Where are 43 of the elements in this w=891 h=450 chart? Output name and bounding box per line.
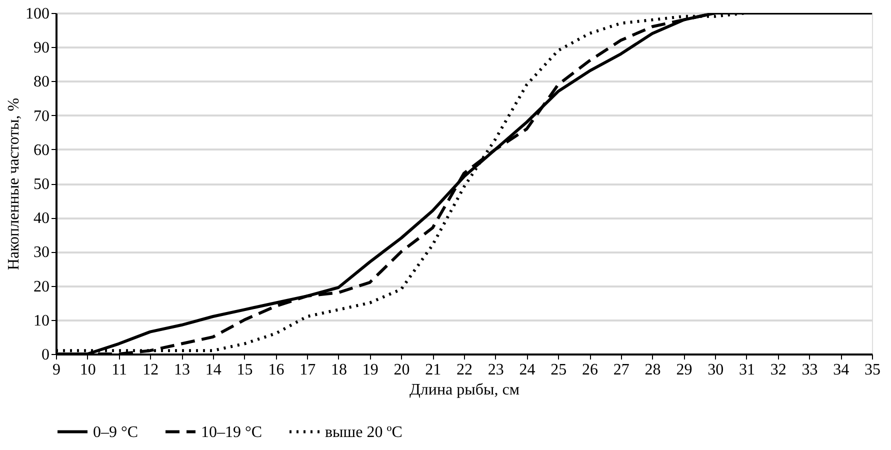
x-tick-label: 15	[236, 362, 253, 378]
x-tick-label: 31	[738, 362, 755, 378]
y-axis-title: Накопленные частоты, %	[6, 98, 22, 270]
y-tick-label: 70	[34, 108, 50, 125]
x-tick-label: 11	[112, 362, 127, 378]
legend-label: выше 20 ºC	[325, 424, 402, 441]
y-tick-label: 60	[34, 142, 50, 159]
x-tick-label: 14	[205, 362, 222, 378]
legend-label: 10–19 °C	[201, 424, 262, 441]
y-tick-label: 100	[26, 6, 50, 22]
x-tick-label: 17	[300, 362, 316, 378]
x-tick-label: 26	[582, 362, 598, 378]
y-tick-label: 40	[34, 210, 50, 228]
x-tick-label: 22	[456, 362, 472, 378]
x-tick-label: 12	[142, 362, 159, 378]
x-tick-label: 34	[833, 362, 850, 378]
x-tick-label: 28	[644, 362, 661, 378]
x-tick-label: 32	[770, 362, 786, 378]
y-tick-label: 10	[34, 312, 50, 330]
legend-label: 0–9 °C	[93, 424, 138, 441]
y-tick-label: 20	[34, 278, 50, 296]
x-tick-label: 10	[80, 362, 96, 378]
x-tick-label: 30	[708, 362, 724, 378]
x-tick-label: 23	[488, 362, 504, 378]
x-tick-label: 19	[362, 362, 378, 378]
x-tick-label: 35	[864, 362, 880, 378]
x-tick-label: 16	[268, 362, 284, 378]
y-tick-label: 30	[34, 244, 50, 262]
x-tick-label: 9	[52, 362, 60, 378]
x-tick-label: 29	[676, 362, 692, 378]
x-tick-label: 18	[330, 362, 347, 378]
y-tick-label: 90	[34, 40, 50, 57]
x-tick-label: 27	[613, 362, 630, 378]
x-tick-label: 25	[550, 362, 567, 378]
x-tick-label: 21	[425, 362, 442, 378]
y-tick-label: 50	[34, 176, 50, 193]
x-tick-label: 24	[519, 362, 536, 378]
y-tick-label: 80	[34, 74, 50, 91]
x-tick-label: 33	[802, 362, 818, 378]
x-tick-label: 20	[394, 362, 410, 378]
y-tick-label: 0	[42, 346, 50, 364]
x-tick-label: 13	[174, 362, 190, 378]
x-axis-title: Длина рыбы, см	[410, 382, 520, 398]
